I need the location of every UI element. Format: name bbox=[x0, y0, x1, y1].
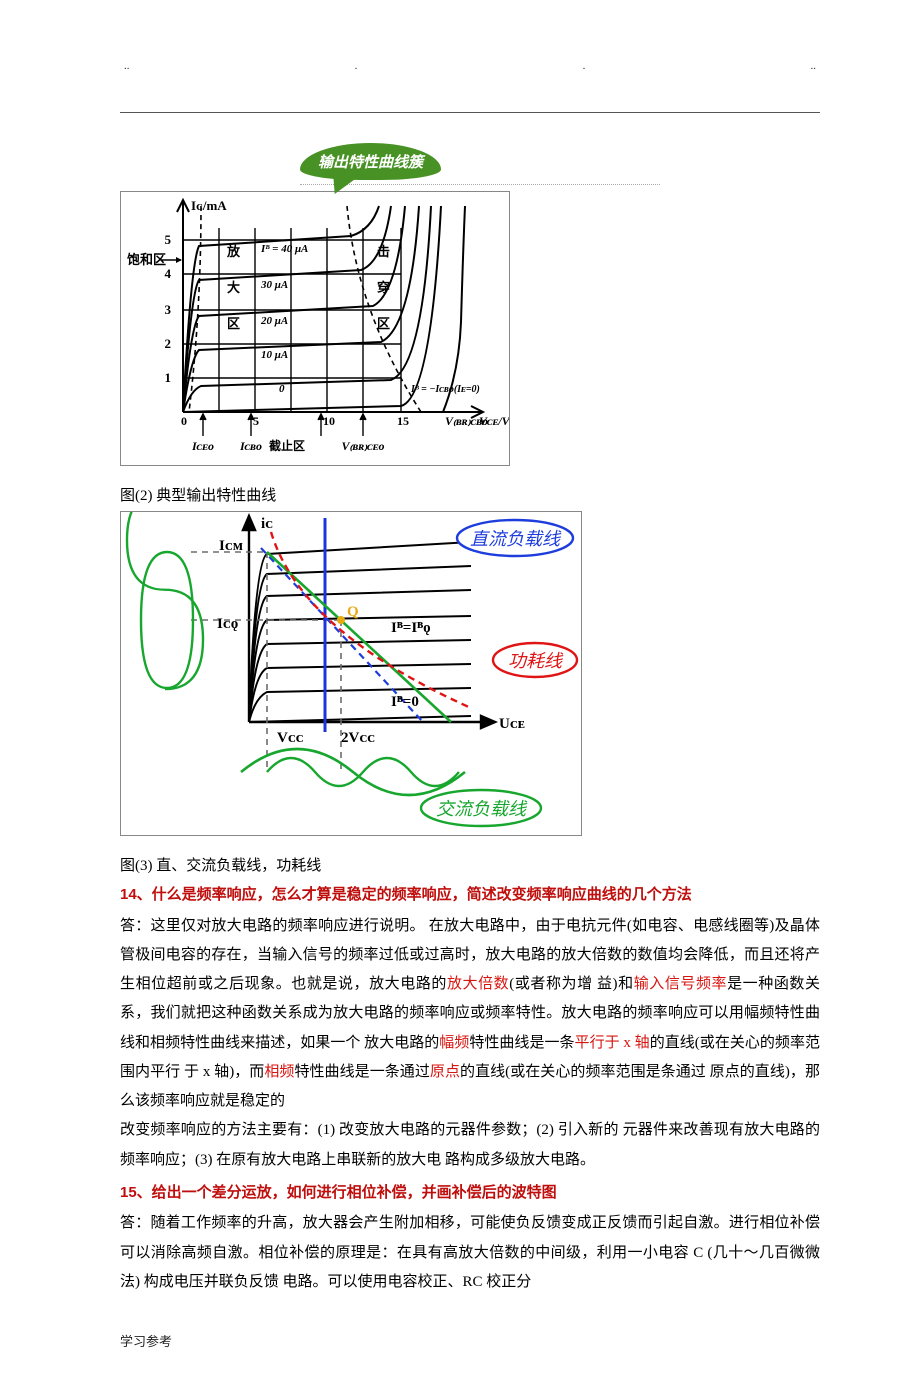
footer: 学习参考 bbox=[120, 1331, 820, 1350]
svg-text:Iᴄ/mA: Iᴄ/mA bbox=[191, 198, 227, 213]
svg-text:iᴄ: iᴄ bbox=[261, 516, 273, 532]
svg-text:Iᴄǫ: Iᴄǫ bbox=[217, 616, 238, 632]
bubble-power: 功耗线 bbox=[493, 643, 577, 677]
q15-body: 答：随着工作频率的升高，放大器会产生附加相移，可能使负反馈变成正反馈而引起自激。… bbox=[120, 1209, 820, 1297]
q15-title: 15、给出一个差分运放，如何进行相位补偿，并画补偿后的波特图 bbox=[120, 1179, 820, 1208]
q14-body2: 改变频率响应的方法主要有：(1) 改变放大电路的元器件参数；(2) 引入新的 元… bbox=[120, 1116, 820, 1175]
svg-text:直流负载线: 直流负载线 bbox=[470, 529, 562, 549]
header-dots: .. . . .. bbox=[120, 60, 820, 72]
callout-label: 输出特性曲线簇 bbox=[318, 154, 423, 171]
chart2-container: iᴄ Uᴄᴇ bbox=[120, 511, 582, 836]
chart1-container: 5 4 3 2 1 Iᴄ/mA 0 5 10 15 Iᴄᴇᴏ Iᴄʙᴏ bbox=[120, 191, 510, 466]
svg-text:Uᴄᴇ: Uᴄᴇ bbox=[499, 716, 525, 732]
svg-text:30 μA: 30 μA bbox=[260, 279, 288, 291]
svg-text:Iᴄʙᴏ: Iᴄʙᴏ bbox=[239, 439, 262, 453]
svg-text:Q: Q bbox=[347, 604, 359, 620]
svg-text:Vᴄᴇ/V: Vᴄᴇ/V bbox=[479, 414, 509, 428]
svg-text:20 μA: 20 μA bbox=[260, 315, 288, 327]
svg-text:2: 2 bbox=[165, 336, 172, 351]
svg-text:5: 5 bbox=[253, 414, 259, 428]
svg-text:2Vᴄᴄ: 2Vᴄᴄ bbox=[341, 730, 375, 746]
svg-text:0: 0 bbox=[279, 383, 285, 395]
chart2-caption: 图(3) 直、交流负载线，功耗线 bbox=[120, 854, 820, 875]
svg-text:穿: 穿 bbox=[377, 280, 390, 295]
svg-text:4: 4 bbox=[165, 266, 172, 281]
svg-text:5: 5 bbox=[165, 232, 172, 247]
q14-title: 14、什么是频率响应，怎么才算是稳定的频率响应，简述改变频率响应曲线的几个方法 bbox=[120, 881, 820, 910]
svg-text:Iᴄᴇᴏ: Iᴄᴇᴏ bbox=[191, 439, 214, 453]
callout-bubble: 输出特性曲线簇 bbox=[300, 143, 441, 180]
svg-text:15: 15 bbox=[397, 414, 409, 428]
svg-text:Iᴮ=Iᴮǫ: Iᴮ=Iᴮǫ bbox=[391, 620, 431, 636]
callout-container: 输出特性曲线簇 bbox=[300, 143, 820, 185]
top-rule bbox=[120, 112, 820, 113]
svg-text:区: 区 bbox=[377, 316, 390, 331]
svg-text:Iᴮ = −Iᴄʙᴏ(Iᴇ=0): Iᴮ = −Iᴄʙᴏ(Iᴇ=0) bbox=[410, 384, 480, 395]
svg-text:3: 3 bbox=[165, 302, 172, 317]
svg-text:击: 击 bbox=[377, 244, 390, 259]
svg-text:截止区: 截止区 bbox=[269, 438, 305, 453]
svg-text:Iᴮ=0: Iᴮ=0 bbox=[391, 694, 419, 710]
svg-text:区: 区 bbox=[227, 316, 240, 331]
svg-text:0: 0 bbox=[181, 414, 187, 428]
svg-text:10: 10 bbox=[323, 414, 335, 428]
bubble-ac: 交流负载线 bbox=[421, 790, 541, 826]
svg-text:交流负载线: 交流负载线 bbox=[436, 799, 528, 819]
svg-text:Iᴄᴍ: Iᴄᴍ bbox=[219, 538, 243, 554]
chart1-caption: 图(2) 典型输出特性曲线 bbox=[120, 484, 820, 505]
chart1-svg: 5 4 3 2 1 Iᴄ/mA 0 5 10 15 Iᴄᴇᴏ Iᴄʙᴏ bbox=[121, 192, 509, 460]
svg-text:大: 大 bbox=[227, 280, 240, 295]
svg-text:10 μA: 10 μA bbox=[261, 349, 288, 361]
svg-text:放: 放 bbox=[226, 244, 241, 259]
q14-body: 答：这里仅对放大电路的频率响应进行说明。 在放大电路中，由于电抗元件(如电容、电… bbox=[120, 912, 820, 1117]
svg-text:功耗线: 功耗线 bbox=[508, 651, 564, 671]
chart2-svg: iᴄ Uᴄᴇ bbox=[121, 512, 581, 830]
svg-text:Vᴄᴄ: Vᴄᴄ bbox=[277, 730, 304, 746]
svg-text:V₍ʙʀ₎ᴄᴇᴏ: V₍ʙʀ₎ᴄᴇᴏ bbox=[342, 439, 385, 453]
svg-text:Iᴮ = 40 μA: Iᴮ = 40 μA bbox=[260, 243, 308, 255]
bubble-dc: 直流负载线 bbox=[457, 520, 573, 556]
svg-text:1: 1 bbox=[165, 370, 172, 385]
svg-text:饱和区: 饱和区 bbox=[126, 252, 166, 267]
